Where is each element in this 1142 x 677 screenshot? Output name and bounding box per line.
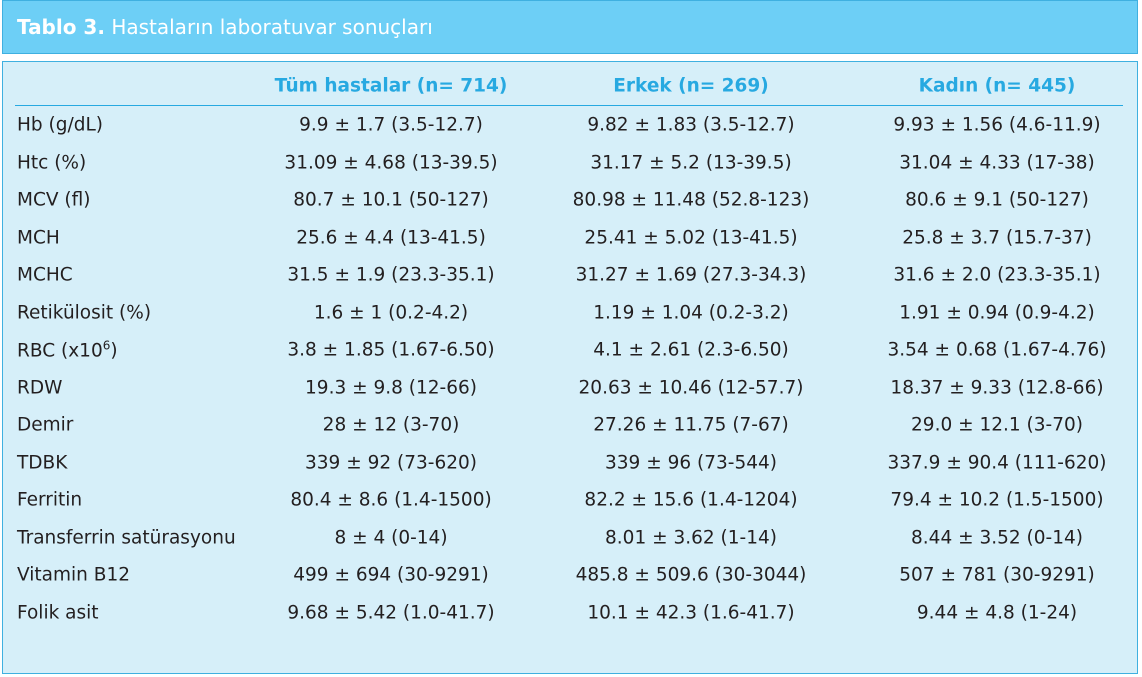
cell-value: 31.27 ± 1.69 (27.3-34.3) [575,264,807,286]
table-title: Hastaların laboratuvar sonuçları [111,15,433,39]
cell-value: 31.09 ± 4.68 (13-39.5) [284,152,498,173]
header-rule [15,105,1123,106]
label-text: Hb (g/dL) [17,114,103,136]
label-text: MCH [17,227,60,248]
label-text: RDW [17,377,63,398]
cell-value: 80.98 ± 11.48 (52.8-123) [572,189,810,211]
row-label: Vitamin B12 [17,565,130,586]
cell-value: 4.1 ± 2.61 (2.3-6.50) [593,339,789,361]
cell-value: 20.63 ± 10.46 (12-57.7) [578,377,804,398]
cell-value: 10.1 ± 42.3 (1.6-41.7) [587,602,795,623]
cell-value: 31.17 ± 5.2 (13-39.5) [590,152,792,173]
cell-value: 339 ± 92 (73-620) [305,452,477,473]
cell-value: 80.4 ± 8.6 (1.4-1500) [290,489,492,511]
row-label: Htc (%) [17,152,86,173]
cell-value: 31.6 ± 2.0 (23.3-35.1) [893,264,1101,286]
row-label: Transferrin satürasyonu [17,527,236,548]
cell-value: 31.04 ± 4.33 (17-38) [899,152,1095,173]
row-label: MCHC [17,265,73,286]
cell-value: 8.44 ± 3.52 (0-14) [911,527,1083,548]
cell-value: 29.0 ± 12.1 (3-70) [911,414,1083,436]
cell-value: 82.2 ± 15.6 (1.4-1204) [584,489,798,511]
cell-value: 25.41 ± 5.02 (13-41.5) [584,227,798,248]
cell-value: 25.8 ± 3.7 (15.7-37) [902,227,1092,248]
label-text: TDBK [17,452,68,473]
label-text: MCV (fl) [17,189,91,211]
label-text: Htc (%) [17,152,87,173]
cell-value: 1.6 ± 1 (0.2-4.2) [313,302,469,323]
cell-value: 79.4 ± 10.2 (1.5-1500) [890,489,1104,511]
row-label: Ferritin [17,490,82,511]
row-label: MCV (fl) [17,190,91,211]
column-header: Erkek (n= 269) [613,75,769,97]
cell-value: 3.54 ± 0.68 (1.67-4.76) [887,339,1107,361]
label-text: RBC (x10 [17,340,103,362]
row-label: RBC (x106) [17,338,118,361]
table-number: Tablo 3. [17,15,105,39]
row-label: TDBK [17,452,67,473]
label-text: Demir [17,414,74,436]
cell-value: 80.7 ± 10.1 (50-127) [293,189,489,211]
column-header: Kadın (n= 445) [918,75,1076,97]
cell-value: 337.9 ± 90.4 (111-620) [887,452,1107,473]
label-text: Folik asit [17,602,99,623]
cell-value: 339 ± 96 (73-544) [605,452,777,473]
label-text: ) [110,340,118,362]
cell-value: 28 ± 12 (3-70) [322,414,460,436]
label-superscript: 6 [102,338,111,353]
label-text: MCHC [17,264,73,286]
cell-value: 25.6 ± 4.4 (13-41.5) [296,227,486,248]
cell-value: 8.01 ± 3.62 (1-14) [605,527,777,548]
cell-value: 80.6 ± 9.1 (50-127) [905,189,1089,211]
label-text: Ferritin [17,489,83,511]
cell-value: 3.8 ± 1.85 (1.67-6.50) [287,339,495,361]
row-label: Folik asit [17,602,99,623]
cell-value: 499 ± 694 (30-9291) [293,564,489,586]
title-bar: Tablo 3. Hastaların laboratuvar sonuçlar… [2,0,1138,54]
label-text: Retikülosit (%) [17,302,152,323]
column-header: Tüm hastalar (n= 714) [274,75,508,97]
cell-value: 9.9 ± 1.7 (3.5-12.7) [299,114,483,136]
cell-value: 9.68 ± 5.42 (1.0-41.7) [287,602,495,623]
cell-value: 1.91 ± 0.94 (0.9-4.2) [899,302,1095,323]
label-text: Vitamin B12 [17,564,130,586]
row-label: Hb (g/dL) [17,115,103,136]
cell-value: 8 ± 4 (0-14) [334,527,448,548]
cell-value: 19.3 ± 9.8 (12-66) [305,377,477,398]
cell-value: 9.44 ± 4.8 (1-24) [916,602,1078,623]
cell-value: 9.82 ± 1.83 (3.5-12.7) [587,114,795,136]
cell-value: 507 ± 781 (30-9291) [899,564,1095,586]
row-label: MCH [17,227,60,248]
cell-value: 9.93 ± 1.56 (4.6-11.9) [893,114,1101,136]
cell-value: 31.5 ± 1.9 (23.3-35.1) [287,264,495,286]
row-label: Demir [17,415,73,436]
cell-value: 485.8 ± 509.6 (30-3044) [575,564,807,586]
row-label: RDW [17,377,62,398]
label-text: Transferrin satürasyonu [17,527,236,548]
table: Tüm hastalar (n= 714) Erkek (n= 269) Kadın… [2,61,1138,674]
cell-value: 1.19 ± 1.04 (0.2-3.2) [593,302,789,323]
row-label: Retikülosit (%) [17,302,151,323]
cell-value: 18.37 ± 9.33 (12.8-66) [890,377,1104,398]
cell-value: 27.26 ± 11.75 (7-67) [593,414,789,436]
